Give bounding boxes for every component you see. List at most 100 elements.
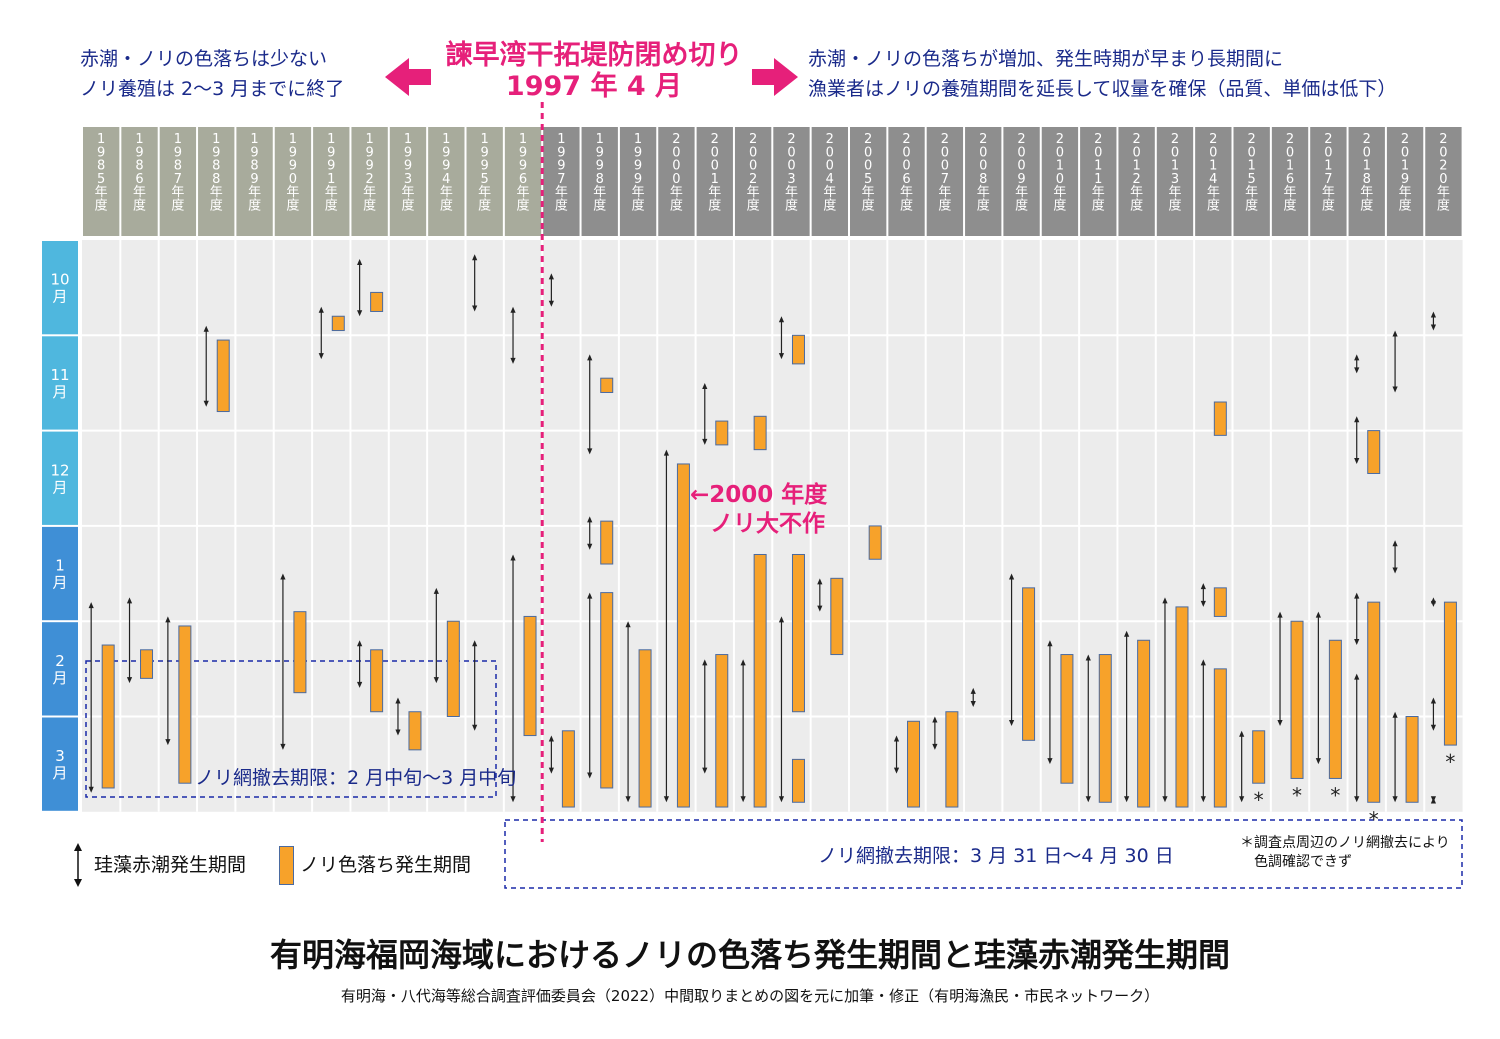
red-tide-arrowhead-bottom — [1392, 386, 1398, 393]
closure-title-line-1: 諫早湾干拓堤防閉め切り — [445, 40, 743, 71]
footnote: ＊調査点周辺のノリ網撤去により 色調確認できず — [1240, 834, 1450, 872]
red-tide-arrowhead-top — [587, 516, 593, 523]
year-header-cell — [159, 127, 197, 236]
pre-closure-note-line-2: ノリ養殖は 2〜3 月までに終了 — [80, 78, 345, 100]
red-tide-arrowhead-bottom — [1277, 720, 1283, 727]
discoloration-bar — [830, 577, 844, 656]
red-tide-arrowhead-top — [1392, 540, 1398, 547]
red-tide-arrowhead-top — [1124, 630, 1130, 637]
discoloration-bar — [1022, 587, 1036, 741]
red-tide-arrowhead-top — [970, 687, 976, 694]
red-tide-arrowhead-bottom — [702, 438, 708, 445]
discoloration-bar — [715, 654, 729, 808]
asterisk-mark: * — [1330, 783, 1340, 807]
red-tide-arrowhead-top — [702, 382, 708, 389]
year-label: 1 9 8 6 年度 — [133, 132, 146, 214]
discoloration-bar — [907, 720, 921, 808]
red-tide-arrowhead-bottom — [1124, 796, 1130, 803]
red-tide-arrowhead-top — [625, 621, 631, 628]
year-header-cell — [926, 127, 964, 236]
red-tide-arrowhead-top — [740, 659, 746, 666]
year-header-cell — [734, 127, 772, 236]
discoloration-bar — [1367, 601, 1381, 803]
year-header-cell — [1310, 127, 1347, 236]
discoloration-bar — [715, 420, 729, 446]
year-label: 2 0 0 3 年度 — [785, 132, 798, 214]
red-tide-arrowhead-top — [433, 587, 439, 594]
chart-subtitle: 有明海・八代海等総合調査評価委員会（2022）中間取りまとめの図を元に加筆・修正… — [340, 987, 1160, 1005]
discoloration-bar — [1175, 606, 1189, 808]
discoloration-bar — [561, 730, 575, 808]
year-header-cell — [83, 127, 120, 236]
red-tide-arrowhead-top — [357, 259, 363, 266]
red-tide-arrowhead-top — [1162, 597, 1168, 604]
discoloration-bar — [600, 377, 614, 393]
year-header-cell — [313, 127, 350, 236]
discoloration-bar — [370, 649, 384, 713]
year-label: 2 0 1 6 年度 — [1284, 132, 1297, 214]
red-tide-arrowhead-top — [1085, 654, 1091, 661]
red-tide-arrowhead-top — [165, 616, 171, 623]
red-tide-arrowhead-bottom — [126, 677, 133, 684]
red-tide-arrowhead-bottom — [433, 677, 439, 684]
red-tide-arrowhead-top — [1315, 611, 1321, 618]
year-label: 2 0 2 0 年度 — [1437, 132, 1450, 214]
year-header-cell — [1271, 127, 1309, 236]
red-tide-arrowhead-bottom — [165, 739, 171, 746]
pre-closure-note: 赤潮・ノリの色落ちは少ない ノリ養殖は 2〜3 月までに終了 — [80, 44, 344, 104]
post-closure-note: 赤潮・ノリの色落ちが増加、発生時期が早まり長期間に 漁業者はノリの養殖期間を延長… — [808, 44, 1396, 104]
year-header-cell — [1425, 127, 1462, 236]
red-tide-arrowhead-top — [1354, 354, 1360, 361]
red-tide-arrowhead-top — [778, 316, 785, 323]
year-header-cell — [1080, 127, 1117, 236]
year-header-cell — [811, 127, 848, 236]
year-header-cell — [198, 127, 235, 236]
year-header-cell — [1348, 127, 1385, 236]
year-header-cell — [543, 127, 580, 236]
legend-discoloration-label: ノリ色落ち発生期間 — [300, 854, 472, 876]
discoloration-bar — [868, 525, 882, 560]
year-header-cell — [1386, 127, 1424, 236]
red-tide-arrowhead-bottom — [357, 310, 363, 317]
month-label: 10 月 — [50, 271, 69, 306]
year-label: 2 0 0 8 年度 — [977, 132, 990, 214]
discoloration-bar — [523, 615, 537, 737]
year-label: 2 0 0 2 年度 — [747, 132, 760, 214]
red-tide-arrowhead-top — [702, 659, 708, 666]
red-tide-arrowhead-bottom — [778, 796, 785, 803]
red-tide-arrowhead-top — [395, 697, 401, 704]
red-tide-arrowhead-top — [932, 716, 938, 723]
red-tide-arrowhead-bottom — [1430, 724, 1437, 731]
month-label: 11 月 — [50, 366, 69, 401]
legend-red-tide-icon — [74, 843, 82, 887]
red-tide-arrowhead-top — [587, 354, 593, 361]
asterisk-mark: * — [1292, 783, 1302, 807]
red-tide-arrowhead-top — [1392, 330, 1398, 337]
year-label: 1 9 9 7 年度 — [555, 132, 568, 214]
year-header-cell — [850, 127, 887, 236]
red-tide-arrowhead-top — [318, 306, 324, 313]
red-tide-arrowhead-bottom — [893, 767, 900, 774]
year-label: 1 9 9 6 年度 — [517, 132, 530, 214]
red-tide-arrowhead-top — [893, 735, 900, 742]
red-tide-arrowhead-bottom — [1354, 796, 1360, 803]
red-tide-arrowhead-bottom — [817, 605, 823, 612]
discoloration-bar — [101, 644, 115, 789]
annotation-2000: ←2000 年度 ノリ大不作 — [690, 481, 827, 539]
red-tide-arrowhead-top — [1200, 659, 1206, 666]
year-header-cell — [1003, 127, 1040, 236]
cutoff-box-before — [85, 660, 497, 798]
red-tide-arrowhead-top — [126, 597, 133, 604]
year-header-cell — [965, 127, 1002, 236]
year-label: 2 0 0 9 年度 — [1015, 132, 1028, 214]
year-header-cell — [389, 127, 427, 236]
discoloration-bar — [446, 620, 460, 718]
discoloration-bar — [140, 649, 154, 679]
discoloration-bar — [791, 553, 805, 713]
year-label: 1 9 9 4 年度 — [440, 132, 453, 214]
year-label: 2 0 1 8 年度 — [1360, 132, 1373, 214]
year-header-cell — [888, 127, 925, 236]
red-tide-arrowhead-bottom — [1430, 796, 1437, 803]
year-label: 2 0 1 7 年度 — [1322, 132, 1335, 214]
